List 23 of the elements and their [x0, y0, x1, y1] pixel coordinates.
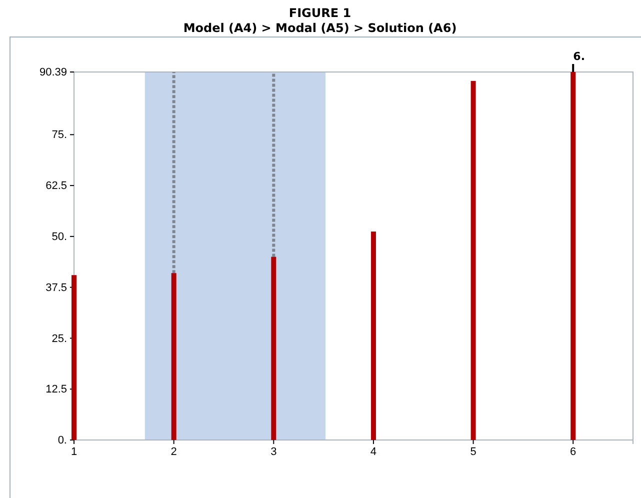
x-tick-label: 3	[270, 446, 277, 458]
y-tick-label: 12.5	[46, 384, 67, 396]
y-tick-label: 62.5	[46, 180, 67, 192]
chart-subtitle: Model (A4) > Modal (A5) > Solution (A6)	[183, 21, 457, 35]
bar	[470, 80, 476, 440]
y-tick-label: 0.	[58, 434, 67, 447]
bar	[72, 275, 76, 440]
bar	[171, 273, 176, 440]
y-tick-label: 25.	[52, 332, 67, 345]
bar	[570, 72, 576, 440]
annotation: 6.	[573, 50, 586, 63]
x-tick-label: 1	[70, 446, 78, 458]
y-tick-label: 50.	[52, 230, 67, 243]
bar	[370, 232, 376, 440]
y-tick-label: 75.	[52, 129, 67, 142]
y-tick-label: 37.5	[46, 282, 67, 294]
x-tick-label: 2	[170, 446, 177, 458]
x-tick-label: 6	[570, 446, 576, 458]
x-tick-label: 4	[370, 446, 377, 458]
x-tick-label: 5	[470, 446, 476, 458]
chart-title: FIGURE 1	[288, 6, 352, 20]
y-tick-label: 90.39	[39, 66, 67, 79]
bar	[271, 256, 276, 440]
